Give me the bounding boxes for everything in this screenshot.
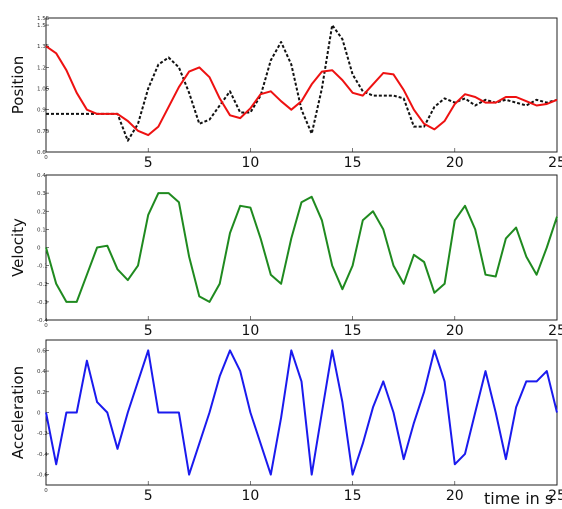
chart-panel-3: -0.6 -0.4 -0.2 0 0.2 0.4 0.6 0 5 10 15 20 25 Accelera… <box>9 339 562 508</box>
y-tick-label: 0.3 <box>37 191 46 197</box>
y-tick-label: 0.1 <box>37 227 46 233</box>
y-tick-label: 0.9 <box>37 108 46 114</box>
x-tick-label: 25 <box>548 323 562 339</box>
x-origin-label: 0 <box>44 155 48 161</box>
chart-panel-1: 0.6 0.75 0.9 1.05 1.2 1.35 1.51.55 0 5 10 15 20 25 Po… <box>9 16 562 171</box>
series-line-2-1 <box>45 192 558 303</box>
y-tick-label: 0.75 <box>37 129 50 135</box>
y-tick-label: 1.35 <box>37 44 50 50</box>
y-axis-label: Position <box>9 56 27 114</box>
y-axis-label: Velocity <box>9 218 27 277</box>
y-tick-label: 1.55 <box>37 16 50 22</box>
y-tick-label: 1.5 <box>37 23 46 29</box>
x-tick-label: 25 <box>548 488 562 504</box>
y-tick-label: -0.4 <box>37 452 48 458</box>
x-tick-label: 20 <box>446 155 464 171</box>
y-tick-label: 0 <box>37 246 41 252</box>
x-tick-label: 10 <box>241 488 259 504</box>
x-tick-label: 15 <box>344 323 362 339</box>
y-tick-label: 1.05 <box>37 87 50 93</box>
x-tick-label: 5 <box>144 488 153 504</box>
y-tick-label: 0.4 <box>37 369 46 375</box>
y-tick-label: 1.2 <box>37 65 46 71</box>
chart-panel-2: -0.4 -0.3 -0.2 -0.1 0 0.1 0.2 0.3 0.4 0 5 10 15 20 25 V… <box>9 173 562 339</box>
y-tick-label: -0.2 <box>37 431 48 437</box>
plot-frame <box>45 339 558 486</box>
x-tick-label: 5 <box>144 155 153 171</box>
x-tick-label: 20 <box>446 488 464 504</box>
x-origin-label: 0 <box>44 323 48 329</box>
y-tick-label: 0.6 <box>37 150 46 156</box>
y-tick-label: -0.4 <box>37 318 48 324</box>
y-tick-label: 0.4 <box>37 173 46 179</box>
x-origin-label: 0 <box>44 488 48 494</box>
y-tick-label: -0.6 <box>37 473 48 479</box>
x-axis-label: time in s <box>484 489 553 508</box>
y-tick-label: 0.6 <box>37 348 46 354</box>
y-tick-label: 0 <box>37 411 41 417</box>
y-tick-label: 0.2 <box>37 390 46 396</box>
y-tick-label: -0.3 <box>37 300 48 306</box>
x-tick-label: 20 <box>446 323 464 339</box>
series-line-1-2 <box>45 45 558 137</box>
series-line-1-1 <box>46 24 558 142</box>
series-line-3-1 <box>45 349 558 476</box>
x-tick-label: 5 <box>144 323 153 339</box>
x-tick-label: 15 <box>344 155 362 171</box>
y-axis-label: Acceleration <box>9 366 27 459</box>
plot-frame <box>45 174 558 321</box>
x-tick-label: 10 <box>241 155 259 171</box>
y-tick-label: 0.2 <box>37 209 46 215</box>
x-tick-label: 25 <box>548 155 562 171</box>
x-tick-label: 15 <box>344 488 362 504</box>
y-tick-label: -0.1 <box>37 264 48 270</box>
plot-frame <box>45 17 558 153</box>
y-tick-label: -0.2 <box>37 282 48 288</box>
x-tick-label: 10 <box>241 323 259 339</box>
